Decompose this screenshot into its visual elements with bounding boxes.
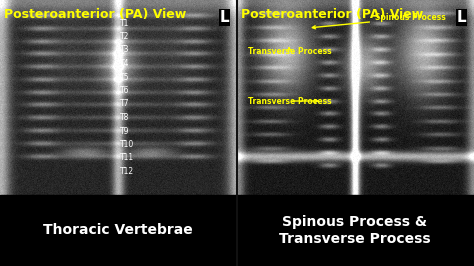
Text: T2: T2 [120,32,129,41]
Text: T11: T11 [120,153,134,163]
Text: T9: T9 [120,127,129,135]
Text: T1: T1 [120,19,129,27]
Text: L: L [219,10,229,25]
Text: T3: T3 [120,45,129,55]
Text: L: L [456,10,466,25]
Text: T8: T8 [120,113,129,122]
Text: Posteroanterior (PA) View: Posteroanterior (PA) View [241,8,423,21]
Text: Thoracic Vertebrae: Thoracic Vertebrae [43,223,193,238]
Text: Transverse Process: Transverse Process [248,97,332,106]
Text: T6: T6 [120,86,129,95]
Text: T12: T12 [120,167,134,176]
Text: T5: T5 [120,73,129,81]
Text: Spinous Process: Spinous Process [312,14,446,29]
Text: T10: T10 [120,140,134,149]
Text: T7: T7 [120,99,129,109]
Text: Spinous Process &
Transverse Process: Spinous Process & Transverse Process [279,215,431,246]
Text: Posteroanterior (PA) View: Posteroanterior (PA) View [4,8,186,21]
Text: Transverse Process: Transverse Process [248,47,332,56]
Text: T4: T4 [120,59,129,68]
